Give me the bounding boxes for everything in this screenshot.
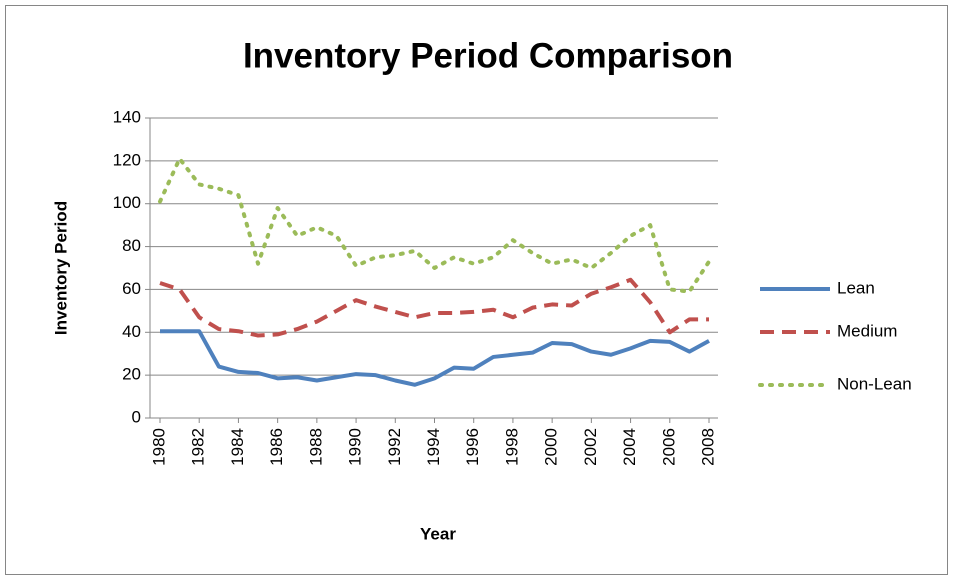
y-tick-label: 60 [122,279,141,298]
x-tick-label: 2004 [620,428,639,466]
series-line [160,329,710,387]
legend-label: Lean [837,278,875,297]
x-tick-label: 1984 [228,428,247,466]
y-tick-label: 140 [113,107,141,126]
x-tick-label: 1980 [149,428,168,466]
x-tick-label: 2006 [659,428,678,466]
series-line [158,156,711,294]
x-tick-label: 1986 [267,428,286,466]
x-tick-label: 2008 [698,428,717,466]
chart-title: Inventory Period Comparison [243,36,733,75]
x-tick-label: 2000 [542,428,561,466]
legend-label: Non-Lean [837,374,912,393]
x-tick-label: 2002 [581,428,600,466]
legend-label: Medium [837,321,897,340]
x-tick-label: 1998 [502,428,521,466]
y-tick-label: 40 [122,322,141,341]
x-tick-label: 1982 [189,428,208,466]
x-axis-label: Year [420,524,456,543]
x-tick-label: 1992 [385,428,404,466]
x-tick-label: 1994 [424,428,443,466]
y-tick-label: 20 [122,365,141,384]
y-tick-label: 0 [132,407,141,426]
x-tick-label: 1990 [346,428,365,466]
x-tick-label: 1996 [463,428,482,466]
y-axis-label: Inventory Period [51,201,70,335]
y-tick-label: 100 [113,193,141,212]
y-tick-label: 80 [122,236,141,255]
series-line [159,277,709,338]
y-tick-label: 120 [113,150,141,169]
x-tick-label: 1988 [306,428,325,466]
